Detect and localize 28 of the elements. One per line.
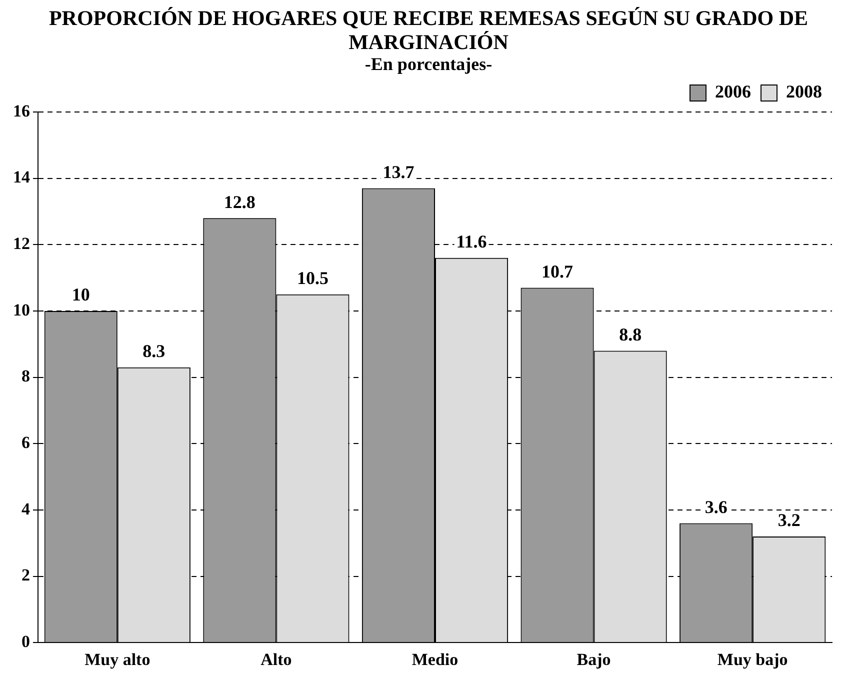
data-label: 8.8 bbox=[619, 324, 642, 344]
y-tick-label: 2 bbox=[22, 566, 30, 585]
x-tick-label: Alto bbox=[260, 650, 292, 670]
legend-label: 2008 bbox=[786, 82, 822, 102]
x-tick-label: Medio bbox=[412, 650, 458, 670]
y-tick-label: 4 bbox=[22, 499, 30, 518]
data-label: 12.8 bbox=[224, 192, 256, 212]
y-tick-label: 14 bbox=[13, 168, 30, 187]
data-label: 11.6 bbox=[456, 232, 487, 252]
data-label: 10.7 bbox=[542, 261, 574, 282]
y-tick-label: 8 bbox=[22, 366, 30, 386]
chart-subtitle: -En porcentajes- bbox=[364, 54, 494, 74]
y-tick-label: 16 bbox=[13, 101, 30, 120]
x-tick-label: Muy alto bbox=[84, 650, 150, 670]
data-label: 3.2 bbox=[778, 510, 800, 530]
data-label: 8.3 bbox=[142, 341, 166, 362]
data-label: 3.6 bbox=[704, 496, 728, 517]
x-tick-label: Bajo bbox=[576, 650, 611, 670]
chart-title: PROPORCIÓN DE HOGARES QUE RECIBE REMESAS SEGÚN SU GRADO DE MARGINACIÓN bbox=[48, 6, 810, 54]
y-tick-label: 6 bbox=[22, 433, 30, 452]
y-tick-label: 0 bbox=[22, 632, 30, 651]
data-label: 13.7 bbox=[382, 162, 414, 182]
y-tick-label: 12 bbox=[13, 234, 30, 254]
legend-label: 2006 bbox=[715, 82, 751, 102]
data-label: 10.5 bbox=[296, 268, 328, 288]
data-label: 10 bbox=[72, 284, 90, 305]
x-tick-label: Muy bajo bbox=[717, 650, 788, 670]
y-tick-label: 10 bbox=[13, 300, 30, 320]
